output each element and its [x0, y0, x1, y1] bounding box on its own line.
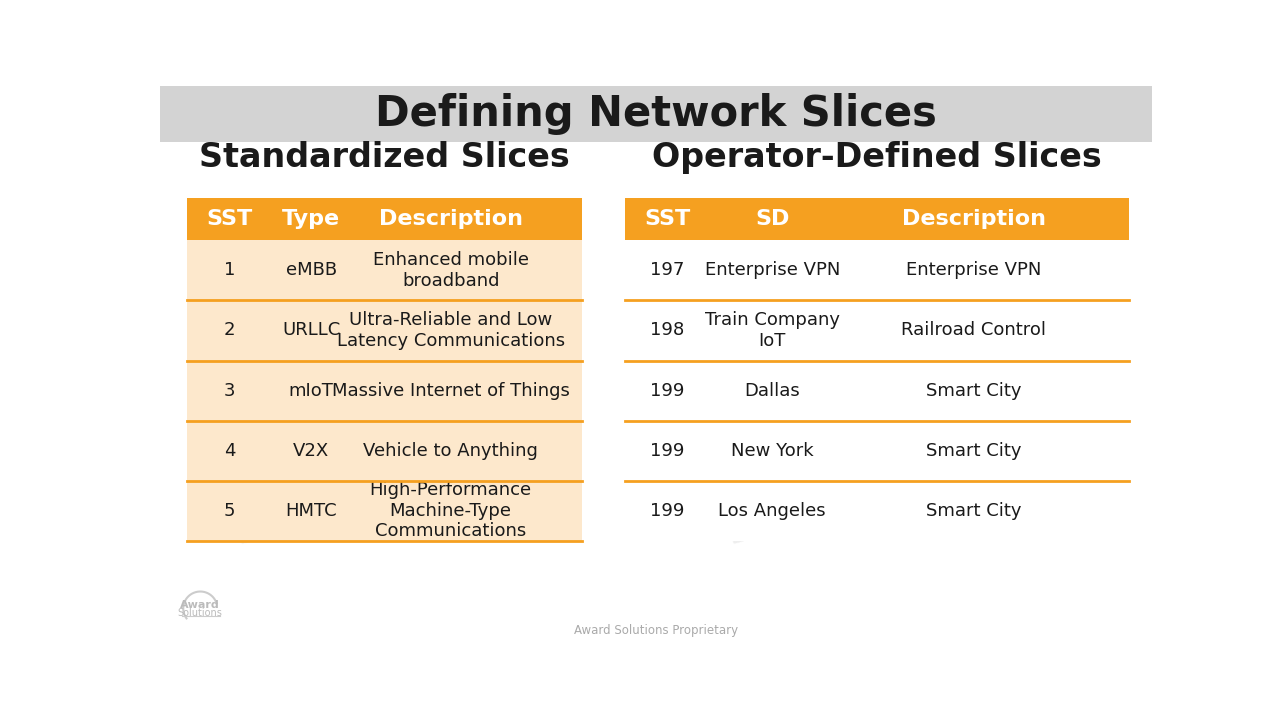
Text: mIoT: mIoT [289, 382, 334, 400]
Text: Award
Solutions: Award Solutions [663, 221, 1092, 560]
Text: New York: New York [731, 441, 814, 459]
Text: SST: SST [645, 210, 691, 229]
Text: Description: Description [379, 210, 522, 229]
Bar [625, 361, 1129, 420]
Bar [160, 86, 1152, 142]
Text: URLLC: URLLC [282, 322, 340, 340]
Text: Standardized Slices: Standardized Slices [200, 140, 570, 174]
Bar [187, 420, 582, 481]
Text: Smart City: Smart City [925, 441, 1021, 459]
Text: 3: 3 [224, 382, 236, 400]
Text: Dallas: Dallas [745, 382, 800, 400]
Bar [625, 300, 1129, 361]
Text: 2: 2 [224, 322, 236, 340]
Text: 1: 1 [224, 261, 236, 279]
Text: Massive Internet of Things: Massive Internet of Things [332, 382, 570, 400]
Text: 4: 4 [224, 441, 236, 459]
Text: 198: 198 [650, 322, 685, 340]
Text: Smart City: Smart City [925, 382, 1021, 400]
Text: 197: 197 [650, 261, 685, 279]
Text: Type: Type [282, 210, 340, 229]
Bar [625, 420, 1129, 481]
Text: Operator-Defined Slices: Operator-Defined Slices [652, 140, 1102, 174]
Text: 199: 199 [650, 502, 685, 520]
Text: Award
Solutions: Award Solutions [170, 221, 599, 560]
Text: Los Angeles: Los Angeles [718, 502, 826, 520]
Text: SD: SD [755, 210, 790, 229]
Text: 5: 5 [224, 502, 236, 520]
Text: eMBB: eMBB [285, 261, 337, 279]
Text: V2X: V2X [293, 441, 329, 459]
Bar [625, 240, 1129, 300]
Text: Defining Network Slices: Defining Network Slices [375, 93, 937, 135]
Text: Description: Description [901, 210, 1046, 229]
Text: Award: Award [180, 600, 220, 611]
Bar [187, 481, 582, 541]
Bar [625, 198, 1129, 240]
Bar [625, 481, 1129, 541]
Text: Enterprise VPN: Enterprise VPN [704, 261, 840, 279]
Text: 199: 199 [650, 382, 685, 400]
Bar [187, 361, 582, 420]
Text: Enterprise VPN: Enterprise VPN [906, 261, 1042, 279]
Text: Vehicle to Anything: Vehicle to Anything [364, 441, 538, 459]
Text: Solutions: Solutions [178, 608, 223, 618]
Bar [187, 300, 582, 361]
Text: Award Solutions Proprietary: Award Solutions Proprietary [573, 624, 739, 636]
Text: Ultra-Reliable and Low
Latency Communications: Ultra-Reliable and Low Latency Communica… [337, 311, 564, 350]
Bar [187, 240, 582, 300]
Text: Train Company
IoT: Train Company IoT [705, 311, 840, 350]
Text: Railroad Control: Railroad Control [901, 322, 1046, 340]
Bar [187, 198, 582, 240]
Text: Enhanced mobile
broadband: Enhanced mobile broadband [372, 251, 529, 290]
Text: High-Performance
Machine-Type
Communications: High-Performance Machine-Type Communicat… [370, 481, 531, 541]
Text: SST: SST [206, 210, 253, 229]
Text: HMTC: HMTC [285, 502, 337, 520]
Text: Smart City: Smart City [925, 502, 1021, 520]
Text: 199: 199 [650, 441, 685, 459]
